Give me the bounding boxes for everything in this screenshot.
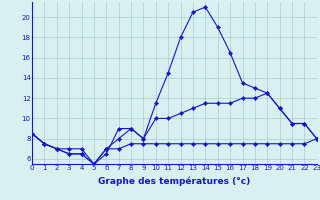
X-axis label: Graphe des températures (°c): Graphe des températures (°c) xyxy=(98,177,251,186)
